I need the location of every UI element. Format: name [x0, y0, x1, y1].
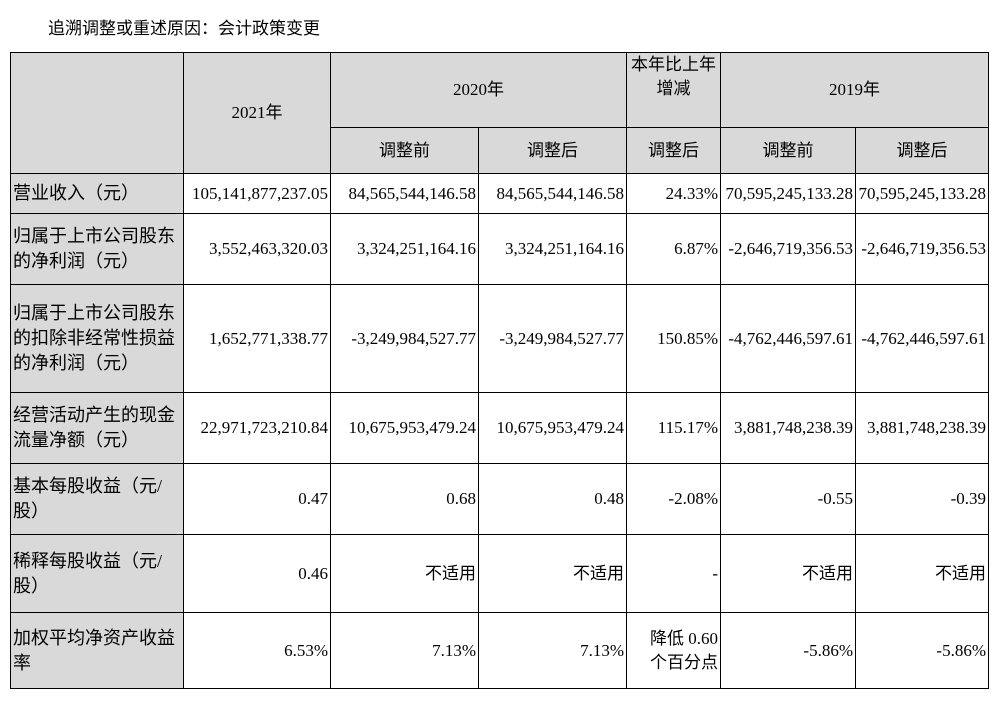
cell: -2,646,719,356.53	[855, 213, 989, 285]
caption: 追溯调整或重述原因：会计政策变更	[48, 19, 320, 38]
cell: 150.85%	[626, 284, 721, 393]
cell: -2,646,719,356.53	[720, 213, 856, 285]
cell: -5.86%	[720, 612, 856, 689]
cell: 0.46	[183, 534, 331, 613]
cell: 0.48	[478, 463, 627, 535]
table-row: 加权平均净资产收益率 6.53% 7.13% 7.13% 降低 0.60 个百分点 -5.…	[10, 612, 989, 689]
data-table: 2021年 2020年 本年比上年增减 2019年 调整前 调整后 调整后 调整前 调整后 营业收…	[10, 52, 989, 689]
table-row: 营业收入（元） 105,141,877,237.05 84,565,544,146.…	[10, 173, 989, 214]
table-row: 稀释每股收益（元/股） 0.46 不适用 不适用 - 不适用 不适用	[10, 534, 989, 613]
cell: 24.33%	[626, 173, 721, 214]
cell: 22,971,723,210.84	[183, 392, 331, 464]
table-row: 经营活动产生的现金流量净额（元） 22,971,723,210.84 10,675,…	[10, 392, 989, 464]
header-cell: 本年比上年增减	[626, 52, 721, 128]
header-cell: 调整后	[855, 127, 989, 174]
row-label: 稀释每股收益（元/股）	[10, 534, 184, 613]
cell: 115.17%	[626, 392, 721, 464]
cell: 10,675,953,479.24	[330, 392, 479, 464]
header-row: 2021年 2020年 本年比上年增减 2019年	[10, 52, 989, 174]
table-body: 2021年 2020年 本年比上年增减 2019年 调整前 调整后 调整后 调整前 调整后 营业收…	[10, 52, 989, 689]
header-cell	[10, 52, 184, 174]
row-label: 营业收入（元）	[10, 173, 184, 214]
cell: 3,324,251,164.16	[330, 213, 479, 285]
cell: -2.08%	[626, 463, 721, 535]
header-row: 调整前 调整后 调整后 调整前 调整后	[11, 127, 989, 174]
cell: 70,595,245,133.28	[855, 173, 989, 214]
row-label: 归属于上市公司股东的净利润（元）	[10, 213, 184, 285]
cell: 0.68	[330, 463, 479, 535]
header-cell: 2019年	[720, 52, 989, 128]
cell: 6.53%	[183, 612, 331, 689]
cell: 3,324,251,164.16	[478, 213, 627, 285]
cell: 不适用	[478, 534, 627, 613]
cell: 0.47	[183, 463, 331, 535]
cell: 不适用	[330, 534, 479, 613]
cell: 105,141,877,237.05	[183, 173, 331, 214]
row-label: 归属于上市公司股东的扣除非经常性损益的净利润（元）	[10, 284, 184, 393]
header-cell: 调整后	[626, 127, 721, 174]
cell: 1,652,771,338.77	[183, 284, 331, 393]
header-cell: 2020年	[330, 52, 627, 128]
table-row: 基本每股收益（元/股） 0.47 0.68 0.48 -2.08% -0.55 -0.39	[10, 463, 989, 535]
cell: 6.87%	[626, 213, 721, 285]
row-label: 经营活动产生的现金流量净额（元）	[10, 392, 184, 464]
cell: -4,762,446,597.61	[720, 284, 856, 393]
cell: -0.39	[855, 463, 989, 535]
cell: 84,565,544,146.58	[478, 173, 627, 214]
cell: -	[626, 534, 721, 613]
cell: -3,249,984,527.77	[478, 284, 627, 393]
cell: 10,675,953,479.24	[478, 392, 627, 464]
cell: 3,552,463,320.03	[183, 213, 331, 285]
cell: 3,881,748,238.39	[855, 392, 989, 464]
table-row: 归属于上市公司股东的扣除非经常性损益的净利润（元） 1,652,771,338.7…	[10, 284, 989, 393]
cell: 7.13%	[478, 612, 627, 689]
cell: 降低 0.60 个百分点	[626, 612, 721, 689]
header-cell: 调整后	[478, 127, 627, 174]
cell: 不适用	[720, 534, 856, 613]
cell: -0.55	[720, 463, 856, 535]
cell: 3,881,748,238.39	[720, 392, 856, 464]
cell: 7.13%	[330, 612, 479, 689]
row-label: 基本每股收益（元/股）	[10, 463, 184, 535]
cell: 70,595,245,133.28	[720, 173, 856, 214]
table-row: 归属于上市公司股东的净利润（元） 3,552,463,320.03 3,324,25…	[10, 213, 989, 285]
row-label: 加权平均净资产收益率	[10, 612, 184, 689]
header-cell: 2021年	[183, 52, 331, 174]
header-cell: 调整前	[330, 127, 479, 174]
cell: -3,249,984,527.77	[330, 284, 479, 393]
header-cell: 调整前	[720, 127, 856, 174]
cell: -5.86%	[855, 612, 989, 689]
cell: 不适用	[855, 534, 989, 613]
cell: 84,565,544,146.58	[330, 173, 479, 214]
cell: -4,762,446,597.61	[855, 284, 989, 393]
